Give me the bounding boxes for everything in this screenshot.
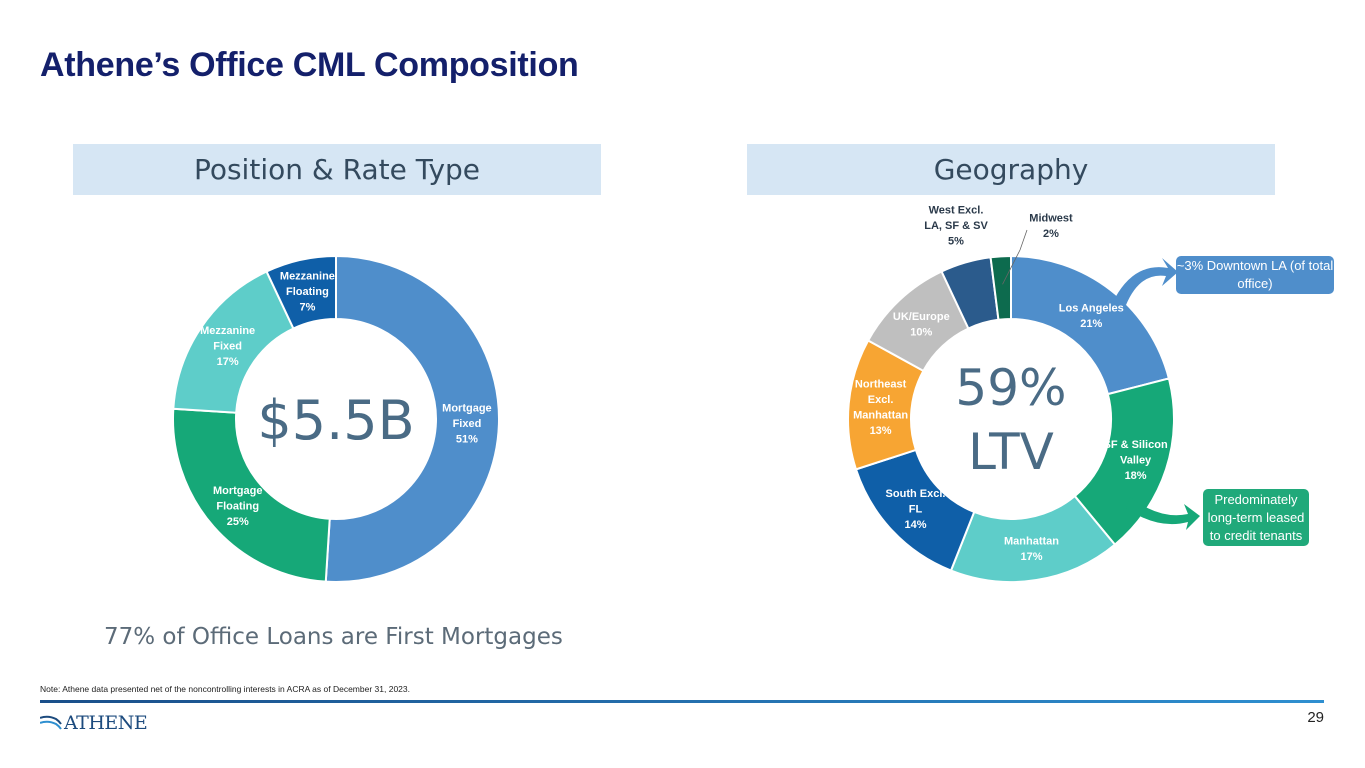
slice-value-label: 18%: [1125, 470, 1147, 482]
slice-category-label: Valley: [1120, 454, 1152, 466]
geography-header: Geography: [747, 144, 1275, 195]
midwest-leader-line: [1002, 229, 1028, 285]
slice-mortgage-floating: [172, 407, 331, 583]
slice-category-label: FL: [909, 504, 923, 516]
slice-value-label: 13%: [870, 425, 892, 437]
slice-category-label: West Excl.: [929, 205, 984, 217]
slice-category-label: Los Angeles: [1059, 303, 1124, 315]
slice-value-label: 25%: [227, 516, 249, 528]
slice-value-label: 17%: [1020, 551, 1042, 563]
slice-midwest: [989, 254, 1012, 321]
first-mortgages-caption: 77% of Office Loans are First Mortgages: [104, 624, 563, 650]
center-label: LTV: [968, 423, 1054, 481]
slice-value-label: 5%: [948, 236, 964, 248]
credit-arrow-icon: [1126, 497, 1200, 530]
slice-category-label: Manhattan: [853, 409, 908, 421]
center-label: $5.5B: [257, 389, 414, 452]
slice-category-label: Floating: [216, 501, 259, 513]
slice-category-label: Fixed: [453, 418, 482, 430]
slice-value-label: 51%: [456, 434, 478, 446]
page-title: Athene’s Office CML Composition: [40, 46, 579, 84]
slice-category-label: Floating: [286, 286, 329, 298]
slice-category-label: Manhattan: [1004, 536, 1059, 548]
slice-category-label: UK/Europe: [893, 311, 950, 323]
footnote: Note: Athene data presented net of the n…: [40, 684, 410, 694]
slice-mortgage-fixed: [324, 254, 500, 583]
slice-category-label: Northeast: [855, 378, 907, 390]
center-label: 59%: [955, 359, 1066, 417]
slice-value-label: 7%: [299, 302, 315, 314]
slice-category-label: Midwest: [1029, 212, 1073, 224]
page-number: 29: [1307, 709, 1324, 726]
downtown-arrow-icon: [1115, 258, 1178, 305]
slice-value-label: 17%: [217, 356, 239, 368]
slice-category-label: Excl.: [868, 394, 894, 406]
slice-los-angeles: [1010, 254, 1171, 396]
logo-text: ATHENE: [64, 712, 148, 734]
slice-mezzanine-floating: [265, 254, 337, 330]
position-rate-type-header: Position & Rate Type: [73, 144, 601, 195]
credit-tenants-callout: Predominately long-term leased to credit…: [1203, 489, 1309, 546]
slice-category-label: Fixed: [213, 340, 242, 352]
slice-category-label: LA, SF & SV: [924, 220, 988, 232]
slice-category-label: Mortgage: [213, 485, 263, 497]
slice-category-label: Mezzanine: [200, 325, 255, 337]
slice-category-label: Mezzanine: [280, 271, 335, 283]
slice-value-label: 10%: [910, 326, 932, 338]
slice-category-label: SF & Silicon: [1103, 439, 1167, 451]
athene-wave-icon: [40, 715, 62, 730]
slice-value-label: 21%: [1080, 318, 1102, 330]
footer-divider: [40, 700, 1324, 703]
slice-value-label: 2%: [1043, 228, 1059, 240]
athene-logo: ATHENE: [40, 712, 148, 734]
slice-category-label: South Excl.: [886, 488, 946, 500]
slice-value-label: 14%: [904, 519, 926, 531]
slice-category-label: Mortgage: [442, 403, 492, 415]
downtown-la-callout: ~3% Downtown LA (of total office): [1176, 256, 1334, 294]
